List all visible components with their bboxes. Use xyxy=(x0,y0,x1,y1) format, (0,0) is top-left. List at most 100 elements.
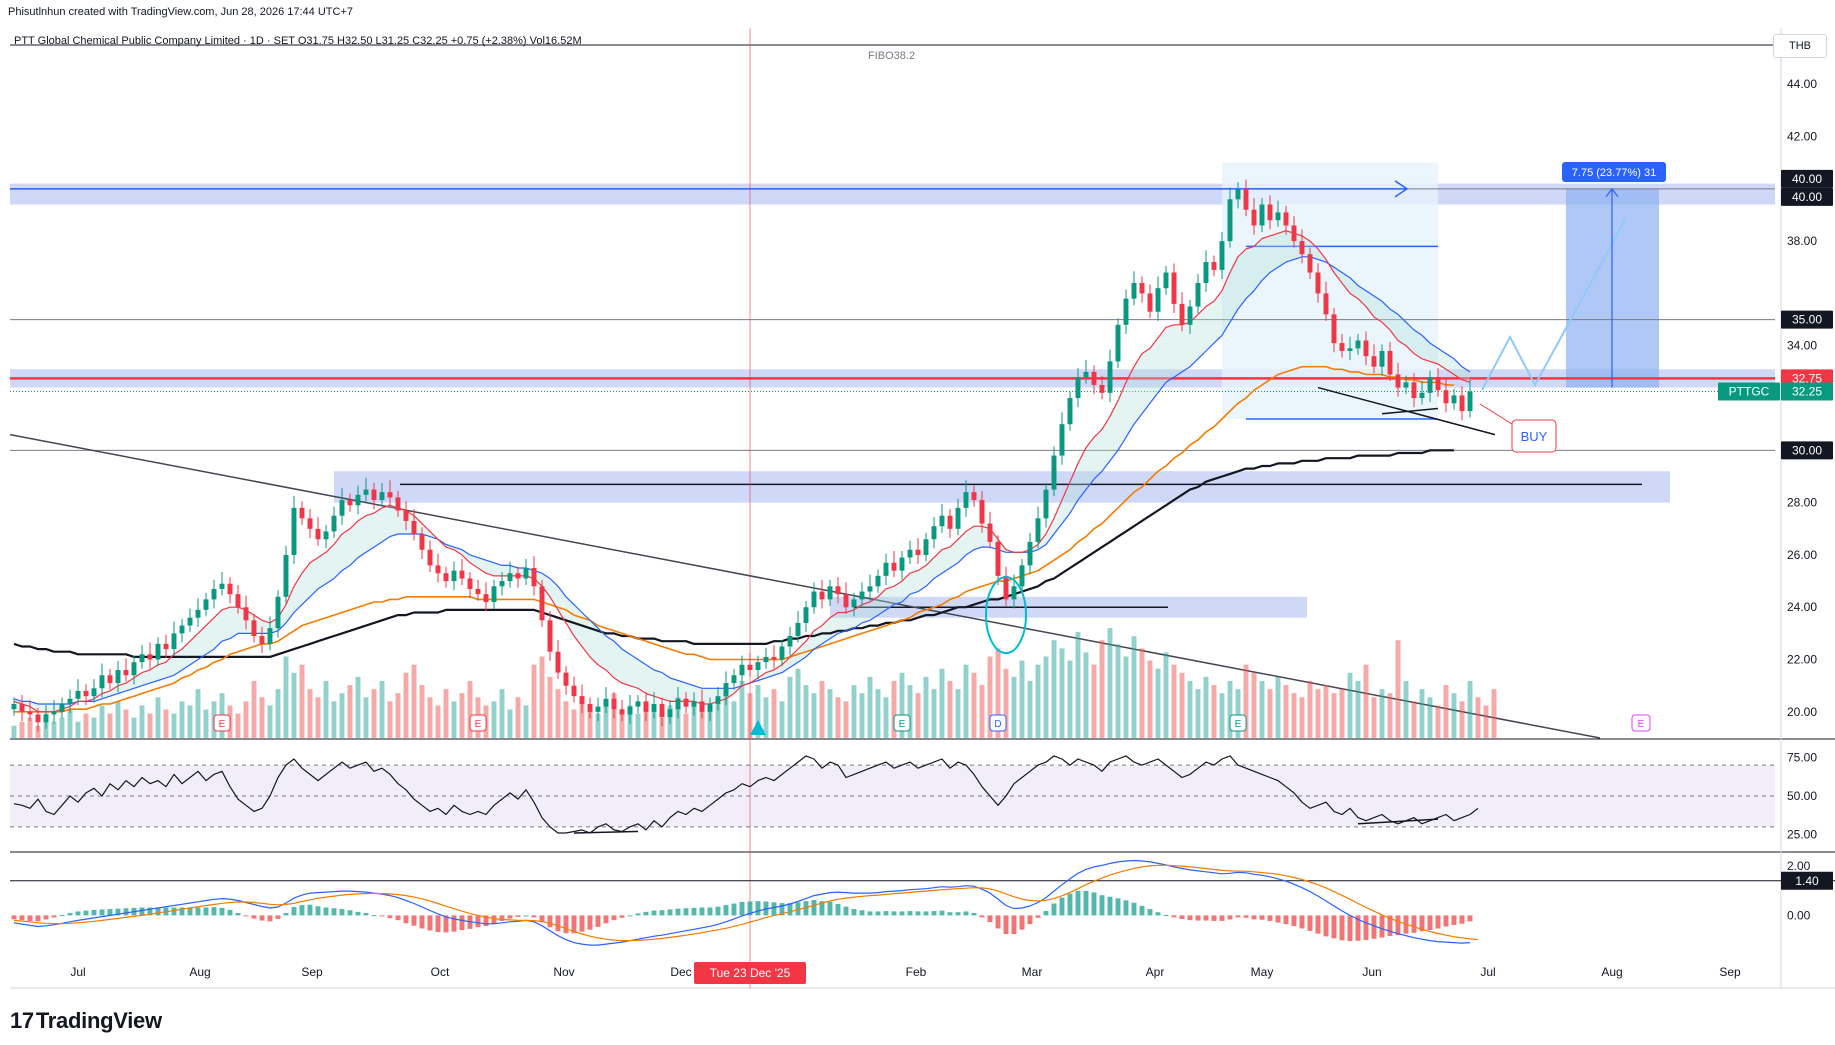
macd-histogram-bar xyxy=(451,915,457,932)
candle-body xyxy=(275,596,281,629)
candle-body xyxy=(187,617,193,626)
volume-bar xyxy=(915,693,921,738)
macd-histogram-bar xyxy=(475,915,481,928)
volume-bar xyxy=(1083,652,1089,738)
price-tick-label: 28.00 xyxy=(1787,496,1817,510)
candle-body xyxy=(963,492,969,508)
volume-bar xyxy=(963,664,969,738)
volume-bar xyxy=(1275,676,1281,738)
macd-histogram-bar xyxy=(435,915,441,933)
candle-body xyxy=(731,675,737,684)
volume-bar xyxy=(83,713,89,738)
volume-bar xyxy=(659,717,665,738)
buy-label: BUY xyxy=(1521,429,1548,444)
macd-histogram-bar xyxy=(723,905,729,916)
volume-bar xyxy=(683,713,689,738)
macd-histogram-bar xyxy=(539,915,545,923)
candle-body xyxy=(595,706,601,712)
macd-histogram-bar xyxy=(411,915,417,926)
candle-body xyxy=(1107,361,1113,393)
macd-histogram-bar xyxy=(1411,915,1417,933)
price-axis-label: 32.25 xyxy=(1792,385,1822,399)
macd-histogram-bar xyxy=(1091,892,1097,916)
candle-body xyxy=(771,656,777,660)
macd-histogram-bar xyxy=(1219,915,1225,921)
macd-marker-box xyxy=(1781,871,1833,890)
candle-body xyxy=(123,670,129,676)
candle-body xyxy=(1027,541,1033,566)
candle-body xyxy=(1155,288,1161,312)
macd-histogram-bar xyxy=(619,915,625,918)
macd-histogram-bar xyxy=(1259,915,1265,920)
macd-histogram-bar xyxy=(219,907,225,916)
volume-bar xyxy=(203,709,209,738)
volume-bar xyxy=(275,689,281,738)
time-tick-label: Nov xyxy=(553,965,574,979)
candle-body xyxy=(299,507,305,519)
candle-body xyxy=(763,656,769,663)
volume-bar xyxy=(955,689,961,738)
candle-body xyxy=(1371,356,1377,367)
volume-bar xyxy=(1203,676,1209,738)
symbol-tag-box xyxy=(1718,382,1780,401)
fib-retracement-box xyxy=(1222,162,1438,419)
candle-body xyxy=(483,594,489,603)
volume-bar xyxy=(1179,672,1185,738)
volume-bar xyxy=(1035,664,1041,738)
range-arrow-head-icon xyxy=(1605,187,1619,198)
volume-bar xyxy=(1467,680,1473,738)
ma-200-line xyxy=(13,449,1454,659)
macd-histogram-bar xyxy=(1283,915,1289,925)
volume-bar xyxy=(723,689,729,738)
macd-histogram-bar xyxy=(1019,915,1025,930)
macd-histogram-bar xyxy=(1387,915,1393,936)
candle-body xyxy=(1323,293,1329,315)
volume-bar xyxy=(307,689,313,738)
candle-body xyxy=(1459,395,1465,412)
macd-histogram-bar xyxy=(1435,915,1441,929)
volume-bar xyxy=(515,697,521,738)
macd-histogram-bar xyxy=(571,915,577,934)
macd-histogram-bar xyxy=(699,907,705,916)
volume-bar xyxy=(579,697,585,738)
macd-histogram-bar xyxy=(123,908,129,916)
macd-histogram-bar xyxy=(923,911,929,916)
currency-button[interactable]: THB xyxy=(1773,34,1827,58)
macd-histogram-bar xyxy=(1307,915,1313,931)
volume-bar xyxy=(571,709,577,738)
price-axis-label: 35.00 xyxy=(1792,313,1822,327)
macd-histogram-bar xyxy=(1067,893,1073,916)
candle-body xyxy=(43,714,49,723)
macd-histogram-bar xyxy=(995,915,1001,929)
volume-bar xyxy=(1307,680,1313,738)
volume-bar xyxy=(1387,693,1393,738)
macd-histogram-bar xyxy=(1291,915,1297,927)
candle-body xyxy=(947,515,953,529)
volume-bar xyxy=(587,705,593,738)
volume-bar xyxy=(283,656,289,738)
volume-bar xyxy=(987,656,993,738)
macd-histogram-bar xyxy=(915,911,921,916)
candle-body xyxy=(83,690,89,697)
volume-bar xyxy=(771,689,777,738)
time-tick-label: Sep xyxy=(301,965,323,979)
price-axis-label-box xyxy=(1781,169,1833,188)
candle-body xyxy=(955,507,961,529)
volume-bar xyxy=(1211,685,1217,738)
candle-body xyxy=(1139,282,1145,294)
macd-histogram-bar xyxy=(1323,915,1329,937)
volume-bar xyxy=(1163,652,1169,738)
candle-body xyxy=(115,670,121,684)
macd-histogram-bar xyxy=(659,910,665,916)
price-tick-label: 20.00 xyxy=(1787,705,1817,719)
candle-body xyxy=(491,586,497,603)
macd-histogram-bar xyxy=(339,909,345,916)
volume-bar xyxy=(1195,689,1201,738)
price-tick-label: 26.00 xyxy=(1787,548,1817,562)
candle-body xyxy=(1147,293,1153,312)
candle-body xyxy=(1291,225,1297,242)
volume-bar xyxy=(1411,701,1417,738)
macd-histogram-bar xyxy=(355,911,361,916)
macd-histogram-bar xyxy=(627,915,633,917)
